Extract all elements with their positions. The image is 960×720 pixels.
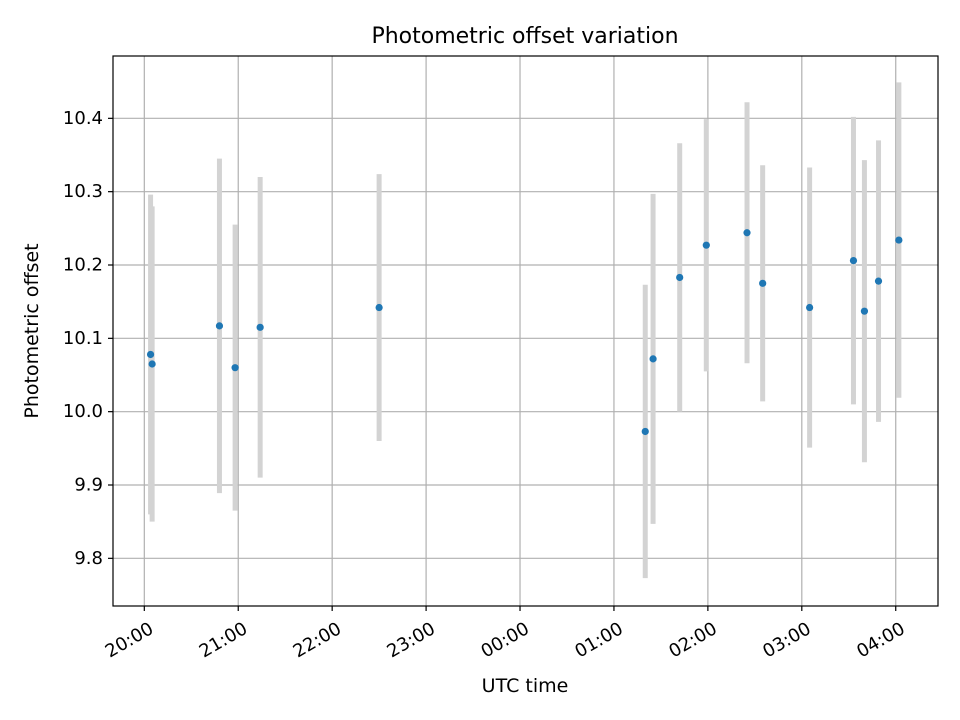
data-point bbox=[641, 427, 649, 436]
x-tick-label: 01:00 bbox=[571, 618, 626, 662]
x-tick-label: 00:00 bbox=[477, 618, 532, 662]
x-tick-label: 22:00 bbox=[290, 618, 345, 662]
x-tick-label: 20:00 bbox=[102, 618, 157, 662]
y-tick-label: 10.0 bbox=[63, 401, 103, 422]
error-bars bbox=[148, 82, 902, 579]
x-axis: 20:00 21:00 22:00 23:00 00:00 01:00 02:00 03:00… bbox=[102, 606, 909, 662]
data-points bbox=[146, 229, 903, 436]
y-axis: 9.8 9.9 10.0 10.1 10.2 10.3 10.4 bbox=[63, 108, 113, 569]
data-point bbox=[849, 257, 858, 265]
grid bbox=[113, 56, 938, 606]
data-point bbox=[215, 322, 224, 330]
x-tick-label: 23:00 bbox=[384, 618, 439, 662]
x-tick-label: 04:00 bbox=[853, 618, 908, 662]
data-point bbox=[256, 323, 264, 331]
y-tick-label: 9.8 bbox=[74, 548, 103, 569]
data-point bbox=[806, 303, 814, 312]
y-tick-label: 10.2 bbox=[63, 255, 103, 276]
data-point bbox=[759, 279, 767, 287]
x-tick-label: 03:00 bbox=[759, 618, 814, 662]
x-axis-label: UTC time bbox=[482, 675, 569, 697]
y-tick-label: 9.9 bbox=[74, 475, 103, 496]
data-point bbox=[649, 355, 657, 363]
data-point bbox=[231, 364, 239, 372]
data-point bbox=[874, 277, 883, 285]
chart-title: Photometric offset variation bbox=[371, 24, 678, 49]
data-point bbox=[860, 307, 869, 315]
data-point bbox=[702, 241, 710, 249]
data-point bbox=[146, 350, 155, 359]
data-point bbox=[676, 273, 684, 282]
x-tick-label: 02:00 bbox=[665, 618, 720, 662]
y-tick-label: 10.1 bbox=[63, 328, 103, 349]
data-point bbox=[895, 236, 903, 244]
data-point bbox=[148, 360, 156, 368]
x-tick-label: 21:00 bbox=[196, 618, 251, 662]
data-point bbox=[743, 229, 751, 237]
data-point bbox=[375, 303, 383, 312]
y-axis-label: Photometric offset bbox=[21, 243, 43, 418]
y-tick-label: 10.4 bbox=[63, 108, 103, 129]
y-tick-label: 10.3 bbox=[63, 181, 103, 202]
plot-area-frame bbox=[112, 55, 939, 607]
